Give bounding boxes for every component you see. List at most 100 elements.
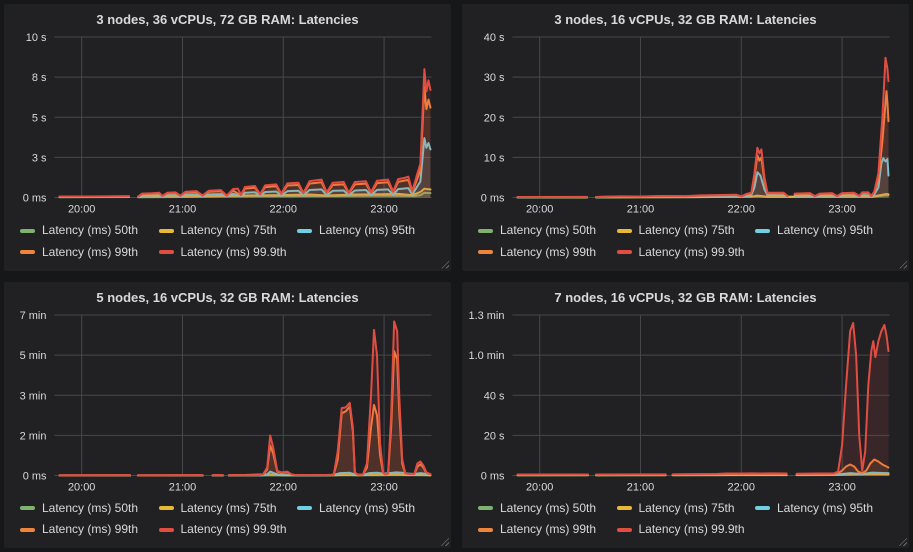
svg-text:3 s: 3 s (32, 152, 47, 164)
panel-resize-handle[interactable] (440, 537, 449, 546)
series-color-swatch (20, 228, 35, 233)
chart-legend: Latency (ms) 50th Latency (ms) 75th Late… (462, 495, 909, 548)
legend-item-latency-50th[interactable]: Latency (ms) 50th (20, 499, 138, 518)
legend-label: Latency (ms) 50th (42, 500, 139, 515)
panel-resize-handle[interactable] (440, 259, 449, 269)
series-color-swatch (616, 250, 632, 254)
legend-label: Latency (ms) 50th (42, 223, 139, 237)
legend-item-latency-75th[interactable]: Latency (ms) 75th (616, 221, 735, 240)
svg-text:23:00: 23:00 (370, 204, 397, 216)
svg-text:10 s: 10 s (26, 32, 47, 44)
chart-area: 0 ms 2 min 3 min 5 min 7 min 20:00 21:00 22:00 2… (6, 307, 449, 496)
svg-text:21:00: 21:00 (627, 481, 654, 493)
legend-item-latency-50th[interactable]: Latency (ms) 50th (478, 499, 596, 518)
chart-legend: Latency (ms) 50th Latency (ms) 75th Late… (4, 218, 451, 271)
series-color-swatch (20, 506, 35, 510)
chart-legend: Latency (ms) 50th Latency (ms) 75th Late… (4, 495, 451, 548)
svg-text:8 s: 8 s (32, 72, 47, 84)
svg-text:3 min: 3 min (20, 390, 47, 402)
legend-item-latency-99-9th[interactable]: Latency (ms) 99.9th (616, 520, 745, 539)
legend-label: Latency (ms) 75th (180, 500, 277, 515)
legend-item-latency-75th[interactable]: Latency (ms) 75th (616, 499, 735, 518)
panel-title[interactable]: 3 nodes, 36 vCPUs, 72 GB RAM: Latencies (96, 12, 359, 27)
legend-label: Latency (ms) 75th (180, 223, 277, 237)
legend-item-latency-95th[interactable]: Latency (ms) 95th (297, 499, 415, 518)
svg-text:20 s: 20 s (484, 430, 505, 442)
legend-label: Latency (ms) 99.9th (180, 522, 287, 536)
series-color-swatch (158, 527, 174, 532)
legend-label: Latency (ms) 50th (500, 223, 597, 237)
panel-5-nodes-16-vcpus: 5 nodes, 16 vCPUs, 32 GB RAM: Latencies … (4, 281, 451, 548)
legend-item-latency-50th[interactable]: Latency (ms) 50th (478, 221, 596, 240)
latency-time-series-chart[interactable]: 0 ms 2 min 3 min 5 min 7 min 20:00 21:00 22:00 2… (6, 307, 449, 496)
svg-text:40 s: 40 s (484, 32, 505, 44)
series-color-swatch (158, 228, 174, 233)
legend-item-latency-95th[interactable]: Latency (ms) 95th (297, 221, 415, 240)
svg-text:0 ms: 0 ms (23, 193, 47, 205)
legend-item-latency-75th[interactable]: Latency (ms) 75th (158, 221, 277, 240)
svg-text:23:00: 23:00 (828, 204, 855, 216)
legend-item-latency-95th[interactable]: Latency (ms) 95th (755, 221, 873, 240)
svg-text:10 s: 10 s (484, 152, 505, 164)
legend-item-latency-99th[interactable]: Latency (ms) 99th (20, 520, 138, 539)
panel-title[interactable]: 7 nodes, 16 vCPUs, 32 GB RAM: Latencies (554, 289, 817, 305)
svg-text:23:00: 23:00 (828, 481, 855, 493)
series-color-swatch (616, 228, 632, 233)
legend-item-latency-99th[interactable]: Latency (ms) 99th (478, 520, 596, 539)
series-color-swatch (20, 527, 35, 532)
panel-3-nodes-36-vcpus: 3 nodes, 36 vCPUs, 72 GB RAM: Latencies … (4, 4, 451, 271)
latency-time-series-chart[interactable]: 0 ms 10 s 20 s 30 s 40 s 20:00 21:00 22:00 23:00 (464, 29, 907, 218)
svg-text:20:00: 20:00 (526, 481, 553, 493)
svg-text:21:00: 21:00 (627, 204, 654, 216)
svg-text:0 ms: 0 ms (481, 470, 505, 482)
svg-text:1.0 min: 1.0 min (468, 350, 504, 362)
chart-area: 0 ms 10 s 20 s 30 s 40 s 20:00 21:00 22:00 23:00 (464, 29, 907, 218)
legend-label: Latency (ms) 99.9th (638, 244, 745, 259)
legend-item-latency-75th[interactable]: Latency (ms) 75th (158, 499, 277, 518)
legend-label: Latency (ms) 95th (319, 500, 416, 515)
svg-text:22:00: 22:00 (270, 204, 297, 216)
legend-item-latency-50th[interactable]: Latency (ms) 50th (20, 221, 138, 240)
series-color-swatch (478, 527, 493, 532)
series-color-swatch (158, 250, 174, 254)
panel-resize-handle[interactable] (898, 259, 907, 269)
legend-label: Latency (ms) 95th (319, 223, 416, 237)
legend-item-latency-99-9th[interactable]: Latency (ms) 99.9th (158, 243, 287, 262)
legend-label: Latency (ms) 50th (500, 500, 597, 515)
panel-title[interactable]: 5 nodes, 16 vCPUs, 32 GB RAM: Latencies (96, 289, 359, 305)
svg-text:40 s: 40 s (484, 390, 505, 402)
svg-text:30 s: 30 s (484, 72, 505, 84)
latency-time-series-chart[interactable]: 0 ms 3 s 5 s 8 s 10 s 20:00 21:00 22:00 23:00 (6, 29, 449, 218)
series-color-swatch (755, 506, 770, 510)
chart-area: 0 ms 3 s 5 s 8 s 10 s 20:00 21:00 22:00 23:00 (6, 29, 449, 218)
svg-text:22:00: 22:00 (728, 204, 755, 216)
series-color-swatch (20, 250, 35, 254)
panel-title[interactable]: 3 nodes, 16 vCPUs, 32 GB RAM: Latencies (554, 12, 817, 27)
svg-text:0 ms: 0 ms (481, 193, 505, 205)
legend-item-latency-99th[interactable]: Latency (ms) 99th (478, 243, 596, 262)
svg-text:21:00: 21:00 (169, 481, 196, 493)
legend-label: Latency (ms) 75th (638, 500, 735, 515)
svg-text:0 ms: 0 ms (23, 470, 47, 482)
latency-time-series-chart[interactable]: 0 ms 20 s 40 s 1.0 min 1.3 min 20:00 21:00 22:0… (464, 307, 907, 496)
legend-item-latency-99th[interactable]: Latency (ms) 99th (20, 243, 138, 262)
svg-text:21:00: 21:00 (169, 204, 196, 216)
legend-label: Latency (ms) 99th (42, 522, 139, 536)
legend-item-latency-99-9th[interactable]: Latency (ms) 99.9th (616, 243, 745, 262)
series-color-swatch (755, 228, 770, 233)
svg-text:5 s: 5 s (32, 112, 47, 124)
svg-text:20:00: 20:00 (68, 481, 95, 493)
svg-text:22:00: 22:00 (270, 481, 297, 493)
legend-label: Latency (ms) 99.9th (180, 244, 287, 259)
svg-text:22:00: 22:00 (728, 481, 755, 493)
legend-item-latency-99-9th[interactable]: Latency (ms) 99.9th (158, 520, 287, 539)
panel-resize-handle[interactable] (898, 537, 907, 546)
svg-text:5 min: 5 min (20, 350, 47, 362)
legend-item-latency-95th[interactable]: Latency (ms) 95th (755, 499, 873, 518)
svg-text:1.3 min: 1.3 min (468, 309, 504, 321)
series-color-swatch (478, 250, 493, 254)
series-color-swatch (297, 228, 312, 233)
legend-label: Latency (ms) 99th (42, 244, 139, 259)
legend-label: Latency (ms) 75th (638, 223, 735, 237)
